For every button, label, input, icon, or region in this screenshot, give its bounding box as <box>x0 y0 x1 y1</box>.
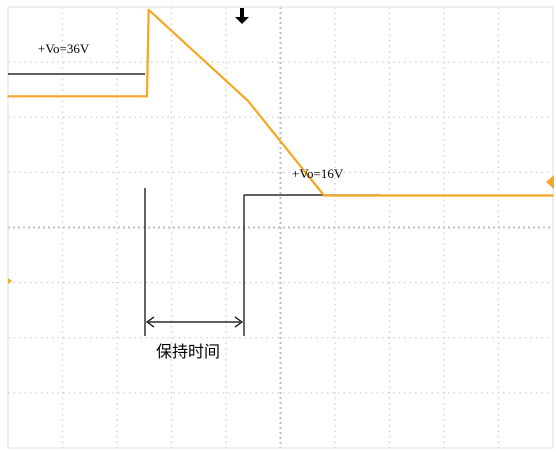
trigger-level-marker-icon <box>546 175 554 189</box>
trace-point <box>146 95 148 98</box>
trace-point <box>246 99 249 102</box>
down-arrow-icon <box>235 17 249 24</box>
trace-point <box>147 8 150 11</box>
scope-screen-border <box>7 6 554 449</box>
trigger-marker <box>235 8 249 24</box>
trace-point <box>323 194 325 197</box>
hold-time-arrowhead-right <box>234 316 244 328</box>
v-end-label: +Vo=16V <box>292 166 344 181</box>
voltage-trace <box>8 8 553 197</box>
hold-time-label: 保持时间 <box>156 342 220 361</box>
trace-point <box>7 95 9 98</box>
ground-marker-icon <box>8 278 12 284</box>
trace-point <box>552 194 554 197</box>
v-start-label: +Vo=36V <box>38 41 90 56</box>
hold-time-arrowhead-left <box>145 316 155 328</box>
trigger-marker-stem <box>240 8 244 18</box>
scope-grid <box>8 7 553 448</box>
